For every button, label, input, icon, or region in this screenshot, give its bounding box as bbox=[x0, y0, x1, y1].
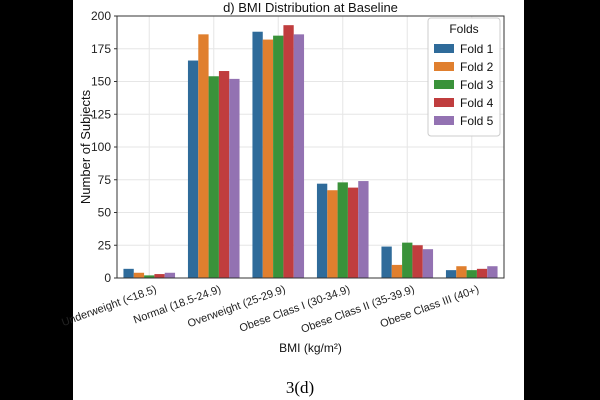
y-tick-label: 50 bbox=[98, 206, 112, 220]
bar bbox=[456, 266, 467, 278]
bar bbox=[229, 78, 240, 278]
bar bbox=[164, 272, 176, 278]
bar bbox=[358, 181, 369, 278]
bar bbox=[466, 270, 477, 278]
bar bbox=[347, 187, 359, 278]
y-tick-label: 100 bbox=[91, 140, 111, 154]
bar bbox=[422, 249, 434, 278]
bar bbox=[262, 39, 274, 278]
legend-swatch bbox=[434, 80, 454, 89]
bar bbox=[412, 245, 423, 278]
bar bbox=[133, 272, 145, 278]
y-tick-label: 200 bbox=[91, 9, 111, 23]
x-tick-label: Obese Class II (35-39.9) bbox=[300, 284, 417, 336]
bar bbox=[273, 35, 284, 279]
x-tick-label: Obese Class I (30-34.9) bbox=[238, 284, 352, 335]
bar bbox=[208, 76, 219, 278]
figure-caption: 3(d) bbox=[285, 378, 315, 397]
bar bbox=[293, 34, 305, 279]
bar bbox=[487, 266, 498, 278]
bar bbox=[337, 182, 348, 278]
legend-swatch bbox=[434, 44, 454, 53]
legend-label: Fold 4 bbox=[460, 96, 494, 110]
y-tick-label: 125 bbox=[91, 107, 111, 121]
bar bbox=[187, 60, 199, 278]
legend-swatch bbox=[434, 62, 454, 71]
legend-label: Fold 5 bbox=[460, 114, 494, 128]
legend-swatch bbox=[434, 116, 454, 125]
bar bbox=[198, 34, 209, 279]
bar bbox=[381, 246, 392, 278]
bar bbox=[316, 183, 328, 278]
y-tick-label: 150 bbox=[91, 75, 111, 89]
y-tick-label: 175 bbox=[91, 42, 111, 56]
legend-label: Fold 1 bbox=[460, 42, 494, 56]
x-axis-label: BMI (kg/m²) bbox=[279, 341, 342, 355]
bar bbox=[123, 268, 134, 278]
bar bbox=[391, 264, 403, 278]
y-tick-label: 75 bbox=[98, 173, 112, 187]
legend-label: Fold 2 bbox=[460, 60, 494, 74]
bar bbox=[283, 25, 294, 279]
bar bbox=[144, 275, 155, 278]
bar bbox=[445, 270, 457, 278]
y-axis-label: Number of Subjects bbox=[78, 89, 93, 204]
legend-label: Fold 3 bbox=[460, 78, 494, 92]
legend-title: Folds bbox=[449, 22, 478, 36]
bar bbox=[252, 31, 263, 278]
bar bbox=[402, 242, 413, 278]
bar bbox=[218, 71, 230, 279]
y-tick-label: 0 bbox=[104, 271, 111, 285]
bar bbox=[154, 274, 165, 278]
y-tick-label: 25 bbox=[98, 238, 112, 252]
chart-title: d) BMI Distribution at Baseline bbox=[223, 0, 398, 15]
legend-swatch bbox=[434, 98, 454, 107]
bar bbox=[476, 268, 488, 278]
bar bbox=[327, 190, 338, 278]
